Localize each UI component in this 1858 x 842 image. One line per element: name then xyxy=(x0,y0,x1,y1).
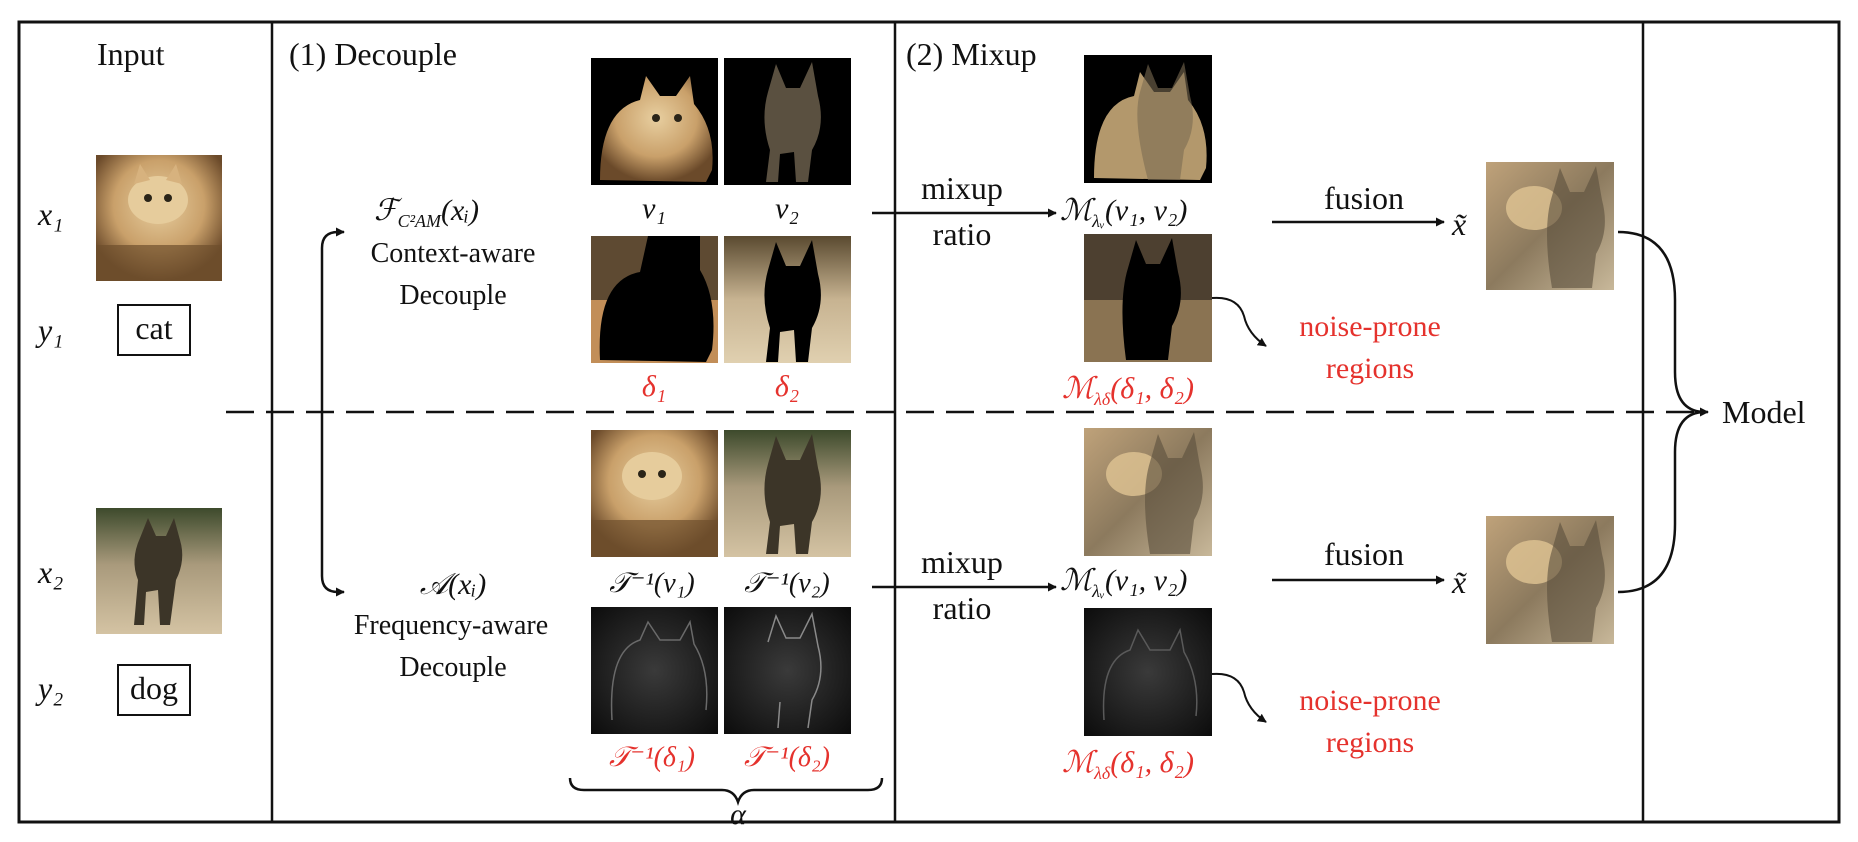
v1-label: v₁ xyxy=(642,192,666,225)
frequency-aware-label: Frequency-aware xyxy=(353,610,549,641)
t-inv-v2-image xyxy=(724,430,851,557)
fusion-label-top: fusion xyxy=(1324,180,1404,216)
v1-image xyxy=(591,58,718,185)
ratio-word-bottom: ratio xyxy=(932,590,992,626)
t-inv-delta1-label: 𝒯⁻¹(δ₁) xyxy=(608,742,696,773)
mix-delta-top-label: ℳλδ(δ₁, δ₂) xyxy=(1062,372,1194,409)
v2-label: v₂ xyxy=(775,192,799,225)
outer-frame xyxy=(17,20,1841,824)
alpha-label: α xyxy=(730,798,746,831)
input-cat-image xyxy=(96,155,222,281)
t-inv-v1-image xyxy=(591,430,718,557)
delta1-image xyxy=(591,236,718,363)
mix-delta-bottom-label: ℳλδ(δ₁, δ₂) xyxy=(1062,746,1194,783)
t-inv-delta2-label: 𝒯⁻¹(δ₂) xyxy=(743,742,831,773)
mixup-word-bottom: mixup xyxy=(921,544,1003,580)
mix-delta-top-image xyxy=(1084,234,1212,362)
mix-delta-bottom-image xyxy=(1084,608,1212,736)
noise-prone-bottom-line1: noise-prone xyxy=(1299,684,1441,717)
model-label: Model xyxy=(1722,394,1806,430)
context-aware-label: Context-aware xyxy=(370,238,536,269)
dog-label-box xyxy=(117,664,191,716)
t-inv-delta1-image xyxy=(591,607,718,734)
merge-arrow-bottom xyxy=(1617,410,1706,594)
v2-image xyxy=(724,58,851,185)
dog-label: dog xyxy=(130,670,178,706)
delta2-image xyxy=(724,236,851,363)
cat-label: cat xyxy=(135,310,173,346)
y2-label: y₂ xyxy=(38,670,64,706)
mix-v-bottom-label: ℳλᵥ(v₁, v₂) xyxy=(1060,564,1188,601)
column-title-decouple: (1) Decouple xyxy=(289,36,457,72)
x-tilde-bottom: x̃ xyxy=(1452,564,1467,600)
context-decouple-label: Decouple xyxy=(399,280,507,311)
merge-arrow-top xyxy=(1617,230,1706,414)
t-inv-delta2-image xyxy=(724,607,851,734)
frequency-decouple-label: Decouple xyxy=(399,652,507,683)
noise-prone-top-line1: noise-prone xyxy=(1299,310,1441,343)
frequency-func-label: 𝒜(xᵢ) xyxy=(419,568,487,601)
delta1-label: δ₁ xyxy=(641,370,667,403)
mix-v-bottom-image xyxy=(1084,428,1212,556)
mix-v-top-image xyxy=(1084,55,1212,183)
context-func-label: ℱC²AM(xᵢ) xyxy=(374,194,480,231)
noise-prone-bottom-line2: regions xyxy=(1325,726,1415,759)
x2-label: x₂ xyxy=(38,554,64,590)
mixup-word-top: mixup xyxy=(921,170,1003,206)
delta2-label: δ₂ xyxy=(774,370,800,403)
cat-label-box xyxy=(117,304,191,356)
y1-label: y₁ xyxy=(38,312,64,348)
column-title-input: Input xyxy=(97,36,165,72)
x-tilde-top: x̃ xyxy=(1452,206,1467,242)
output-top-image xyxy=(1486,162,1614,290)
t-inv-v2-label: 𝒯⁻¹(v₂) xyxy=(744,568,830,599)
mix-v-top-label: ℳλᵥ(v₁, v₂) xyxy=(1060,194,1188,231)
ratio-word-top: ratio xyxy=(932,216,992,252)
output-bottom-image xyxy=(1486,516,1614,644)
noise-arrow-bottom xyxy=(1211,672,1267,723)
branch-arrow-bottom xyxy=(320,412,345,597)
noise-prone-top-line2: regions xyxy=(1325,352,1415,385)
branch-arrow-top xyxy=(320,227,345,412)
noise-arrow-top xyxy=(1211,296,1267,347)
t-inv-v1-label: 𝒯⁻¹(v₁) xyxy=(609,568,695,599)
fusion-label-bottom: fusion xyxy=(1324,536,1404,572)
column-title-mixup: (2) Mixup xyxy=(906,36,1037,72)
alpha-brace xyxy=(568,777,884,806)
x1-label: x₁ xyxy=(38,196,64,232)
input-dog-image xyxy=(96,508,222,634)
